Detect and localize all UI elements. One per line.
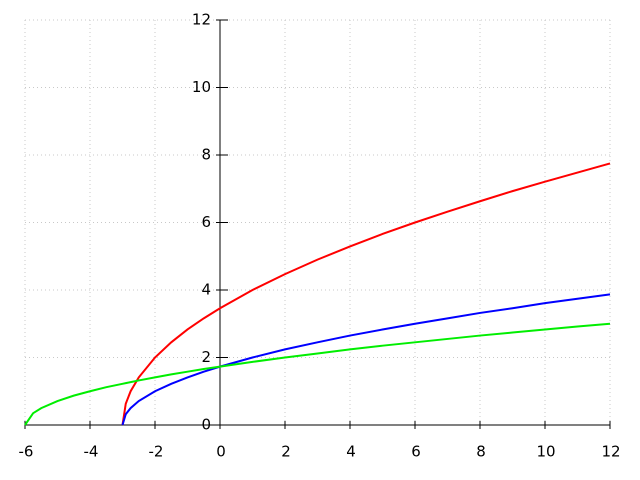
- y-tick-label: 12: [192, 11, 211, 29]
- line-series: [121, 293, 611, 426]
- x-tick-label: 8: [476, 443, 486, 461]
- x-tick-label: 0: [216, 443, 226, 461]
- y-tick-label: 0: [201, 416, 211, 434]
- y-tick-label: 8: [201, 146, 211, 164]
- line-series: [121, 162, 611, 426]
- x-tick-label: -2: [149, 443, 164, 461]
- y-tick-label: 10: [192, 78, 211, 96]
- x-tick-label: 4: [346, 443, 356, 461]
- line-series: [24, 322, 611, 426]
- x-tick-label: 2: [281, 443, 291, 461]
- x-tick-label: 12: [601, 443, 620, 461]
- y-tick-label: 4: [201, 281, 211, 299]
- y-tick-label: 2: [201, 348, 211, 366]
- x-tick-label: -4: [84, 443, 99, 461]
- y-tick-label: 6: [201, 213, 211, 231]
- x-tick-label: -6: [19, 443, 34, 461]
- x-tick-label: 10: [536, 443, 555, 461]
- x-tick-label: 6: [411, 443, 421, 461]
